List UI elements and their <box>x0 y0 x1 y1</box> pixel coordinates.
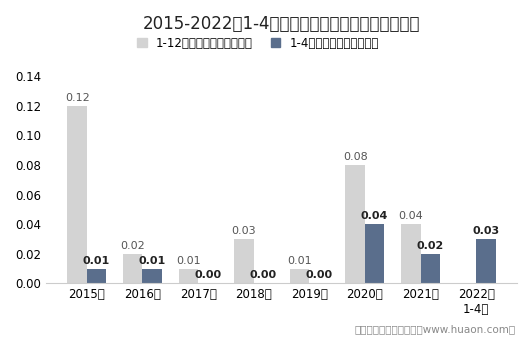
Text: 0.12: 0.12 <box>65 93 89 103</box>
Bar <box>179 269 198 283</box>
Title: 2015-2022年1-4月郑州商品交易所普麦期货成交量: 2015-2022年1-4月郑州商品交易所普麦期货成交量 <box>143 15 420 33</box>
Text: 0.00: 0.00 <box>305 270 332 281</box>
Legend: 1-12月期货成交量（万手）, 1-4月期货成交量（万手）: 1-12月期货成交量（万手）, 1-4月期货成交量（万手） <box>137 37 379 50</box>
Text: 制图：华经产业研究院（www.huaon.com）: 制图：华经产业研究院（www.huaon.com） <box>355 324 516 335</box>
Bar <box>234 239 254 283</box>
Text: 0.01: 0.01 <box>138 256 166 266</box>
Bar <box>420 254 440 283</box>
Bar <box>87 269 106 283</box>
Bar <box>476 239 496 283</box>
Text: 0.00: 0.00 <box>194 270 221 281</box>
Bar <box>123 254 143 283</box>
Text: 0.03: 0.03 <box>472 226 500 236</box>
Text: 0.01: 0.01 <box>83 256 110 266</box>
Bar <box>365 224 385 283</box>
Text: 0.00: 0.00 <box>250 270 277 281</box>
Text: 0.01: 0.01 <box>176 256 201 266</box>
Bar <box>345 165 365 283</box>
Text: 0.04: 0.04 <box>361 211 388 221</box>
Text: 0.02: 0.02 <box>417 241 444 251</box>
Bar <box>143 269 162 283</box>
Text: 0.02: 0.02 <box>120 241 145 251</box>
Bar <box>401 224 420 283</box>
Bar <box>68 106 87 283</box>
Text: 0.01: 0.01 <box>287 256 312 266</box>
Text: 0.04: 0.04 <box>398 211 423 221</box>
Text: 0.08: 0.08 <box>343 152 368 162</box>
Text: 0.03: 0.03 <box>231 226 256 236</box>
Bar <box>290 269 309 283</box>
